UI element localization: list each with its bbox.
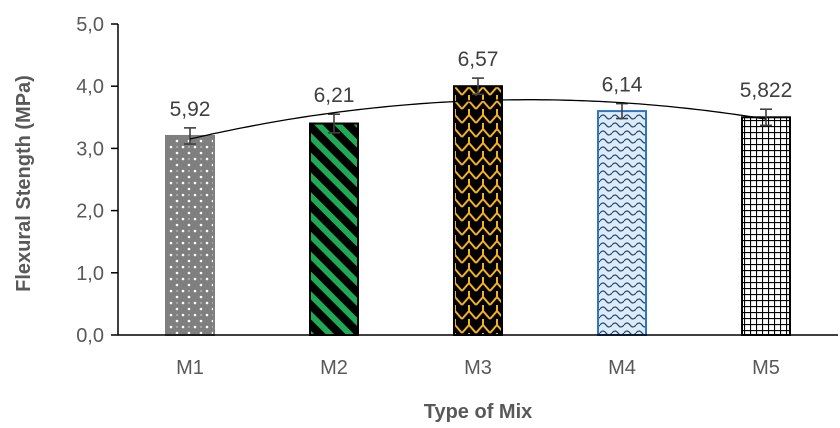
data-label-m5: 5,822 [740,79,793,102]
data-label-m3: 6,57 [458,48,499,71]
y-tick-label: 1,0 [76,263,104,285]
bar-m5 [741,116,791,336]
bars [165,85,791,336]
y-axis-title: Flexural Stength (MPa) [13,75,35,292]
data-label-m2: 6,21 [314,84,355,107]
x-tick-label: M2 [320,357,348,379]
bar-m1 [165,134,215,336]
y-axis-ticks: 0,0 1,0 2,0 3,0 4,0 5,0 [76,14,118,347]
y-tick-label: 3,0 [76,138,104,160]
error-bars [184,77,772,145]
trendline [189,99,767,140]
data-label-m4: 6,14 [602,74,643,97]
data-label-m1: 5,92 [170,98,211,121]
bar-m3 [453,85,503,336]
y-tick-label: 4,0 [76,76,104,98]
bar-m2 [309,122,359,336]
x-axis-title: Type of Mix [424,401,533,423]
y-tick-label: 2,0 [76,201,104,223]
y-tick-label: 0,0 [76,325,104,347]
x-tick-label: M4 [608,357,636,379]
polynomial-trendline [189,99,767,140]
x-axis-ticks: M1 M2 M3 M4 M5 [176,357,780,379]
x-tick-label: M5 [752,357,780,379]
bar-m4 [597,110,647,336]
x-tick-label: M3 [464,357,492,379]
data-labels: 5,92 6,21 6,57 6,14 5,822 [170,48,793,121]
x-tick-label: M1 [176,357,204,379]
y-tick-label: 5,0 [76,14,104,36]
